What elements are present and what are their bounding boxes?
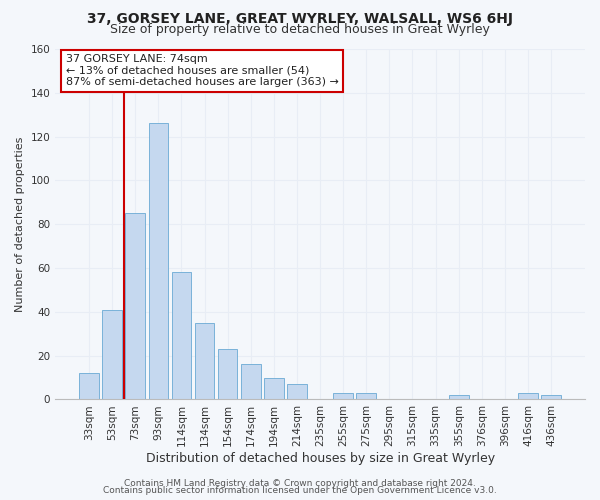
Bar: [449, 395, 469, 400]
Bar: [518, 393, 538, 400]
Bar: [103, 310, 122, 400]
X-axis label: Distribution of detached houses by size in Great Wyrley: Distribution of detached houses by size …: [146, 452, 494, 465]
Bar: [195, 323, 214, 400]
Text: Contains public sector information licensed under the Open Government Licence v3: Contains public sector information licen…: [103, 486, 497, 495]
Bar: [541, 395, 561, 400]
Text: 37, GORSEY LANE, GREAT WYRLEY, WALSALL, WS6 6HJ: 37, GORSEY LANE, GREAT WYRLEY, WALSALL, …: [87, 12, 513, 26]
Text: Size of property relative to detached houses in Great Wyrley: Size of property relative to detached ho…: [110, 22, 490, 36]
Bar: [241, 364, 260, 400]
Bar: [79, 373, 99, 400]
Bar: [218, 349, 238, 400]
Text: Contains HM Land Registry data © Crown copyright and database right 2024.: Contains HM Land Registry data © Crown c…: [124, 478, 476, 488]
Bar: [125, 214, 145, 400]
Text: 37 GORSEY LANE: 74sqm
← 13% of detached houses are smaller (54)
87% of semi-deta: 37 GORSEY LANE: 74sqm ← 13% of detached …: [66, 54, 338, 88]
Bar: [334, 393, 353, 400]
Bar: [264, 378, 284, 400]
Y-axis label: Number of detached properties: Number of detached properties: [15, 136, 25, 312]
Bar: [172, 272, 191, 400]
Bar: [149, 124, 168, 400]
Bar: [287, 384, 307, 400]
Bar: [356, 393, 376, 400]
